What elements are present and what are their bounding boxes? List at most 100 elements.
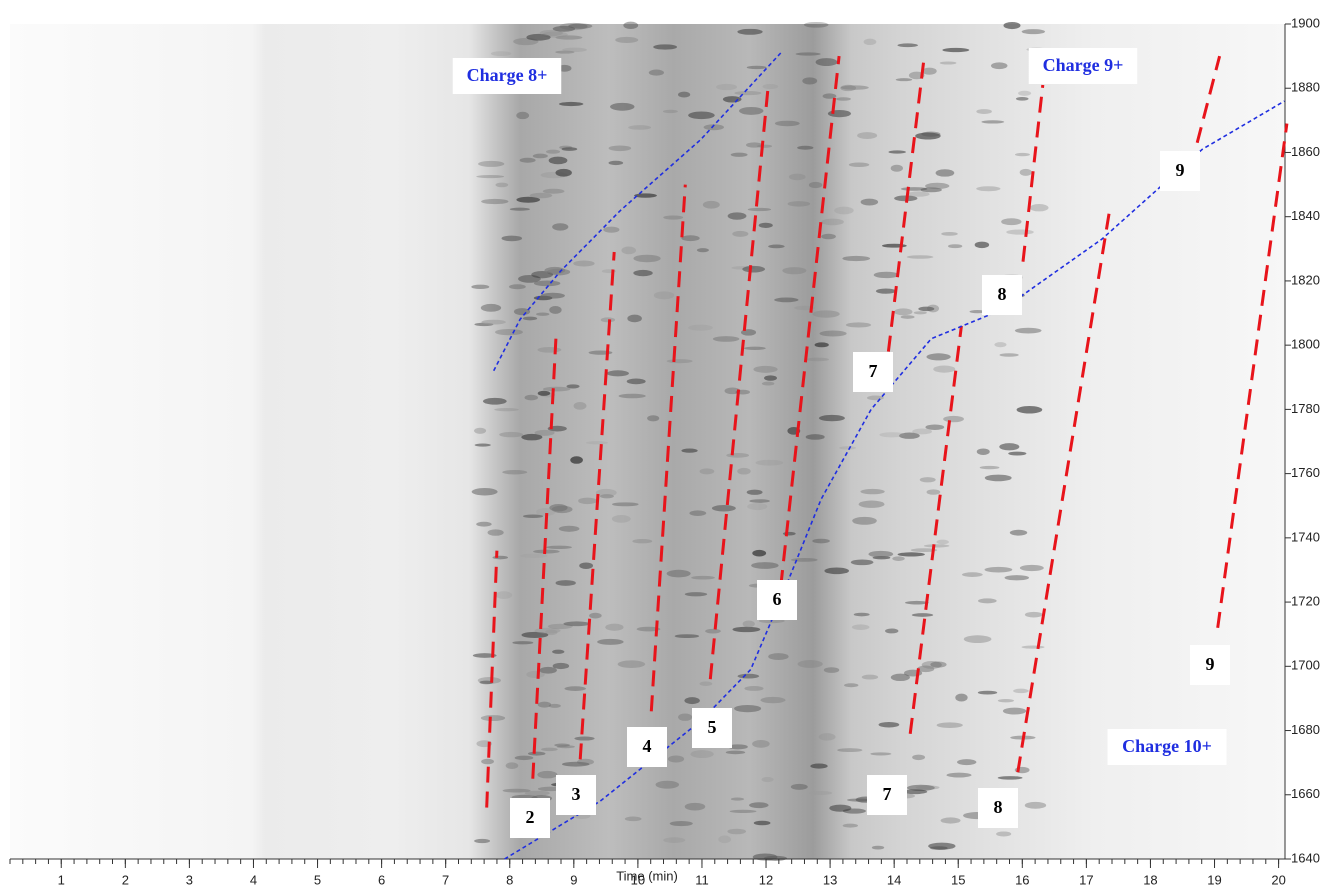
y-tick-label: 1680 xyxy=(1291,722,1320,737)
y-tick-label: 1800 xyxy=(1291,337,1320,352)
gel-spot xyxy=(549,503,568,512)
gel-spot xyxy=(782,267,807,275)
gel-spot xyxy=(834,206,854,215)
gel-spot xyxy=(802,77,818,85)
gel-spot xyxy=(608,145,632,152)
gel-spot xyxy=(928,842,956,850)
gel-spot xyxy=(892,556,905,561)
gel-spot xyxy=(976,186,1001,192)
annotation-box xyxy=(556,775,596,815)
gel-spot xyxy=(1019,564,1044,572)
gel-spot xyxy=(490,51,512,57)
gel-spot xyxy=(547,623,573,630)
gel-spot xyxy=(737,673,760,679)
gel-spot xyxy=(663,215,684,220)
gel-spot xyxy=(678,713,693,721)
gel-spot xyxy=(724,387,741,395)
x-tick-label: 13 xyxy=(823,872,837,887)
gel-spot xyxy=(519,553,548,558)
x-tick-label: 11 xyxy=(695,872,709,887)
series-line xyxy=(1021,84,1045,262)
gel-spot xyxy=(541,747,558,752)
gel-spot xyxy=(561,147,578,151)
gel-spot xyxy=(474,443,491,447)
x-tick-label: 1 xyxy=(58,872,65,887)
gel-spot xyxy=(480,303,502,312)
gel-spot xyxy=(495,182,509,188)
gel-spot xyxy=(860,198,879,206)
gel-spot xyxy=(542,386,571,392)
annotation: 7 xyxy=(869,361,878,381)
gel-spot xyxy=(747,502,768,511)
gel-spot xyxy=(844,683,859,688)
gel-spot xyxy=(1021,29,1046,35)
gel-spot xyxy=(655,780,680,789)
gel-spot xyxy=(897,43,918,48)
gel-spot xyxy=(878,721,900,728)
gel-spot xyxy=(974,241,990,249)
annotation-box xyxy=(692,708,732,748)
x-axis-label: Time (min) xyxy=(616,868,678,883)
gel-spot xyxy=(768,653,789,661)
gel-spot xyxy=(753,365,778,373)
gel-spot xyxy=(1014,152,1030,157)
annotation-box xyxy=(982,275,1022,315)
gel-spot xyxy=(480,715,506,722)
gel-spot xyxy=(751,562,779,569)
gel-spot xyxy=(963,635,992,644)
gel-spot xyxy=(732,230,749,237)
gel-spot xyxy=(514,755,534,761)
gel-spot xyxy=(573,260,595,267)
x-tick-label: 2 xyxy=(122,872,129,887)
x-tick-label: 16 xyxy=(1015,872,1029,887)
gel-spot xyxy=(984,474,1012,482)
gel-spot xyxy=(573,401,587,410)
gel-spot xyxy=(611,502,639,507)
gel-spot xyxy=(632,539,653,544)
gel-spot xyxy=(819,330,847,337)
gel-spot xyxy=(495,591,513,599)
gel-spot xyxy=(688,111,715,120)
gel-spot xyxy=(509,284,526,290)
gel-spot xyxy=(812,538,830,544)
x-tick-label: 9 xyxy=(570,872,577,887)
gel-spot xyxy=(984,566,1013,573)
gel-spot xyxy=(539,666,557,674)
gel-spot xyxy=(868,550,894,558)
gel-spot xyxy=(534,429,555,436)
gel-spot xyxy=(808,181,823,189)
gel-spot xyxy=(842,808,866,814)
gel-spot xyxy=(684,802,706,811)
gel-spot xyxy=(752,549,767,557)
gel-spot xyxy=(533,280,561,287)
y-tick-label: 1820 xyxy=(1291,272,1320,287)
gel-spot xyxy=(742,620,755,628)
gel-spot xyxy=(727,828,747,835)
x-tick-label: 15 xyxy=(951,872,965,887)
y-tick-label: 1880 xyxy=(1291,80,1320,95)
gel-spot xyxy=(562,47,587,53)
annotation: 4 xyxy=(643,736,652,756)
annotation-box xyxy=(452,58,562,94)
gel-spot xyxy=(691,575,715,580)
gel-spot xyxy=(666,569,691,578)
gel-spot xyxy=(595,488,617,497)
gel-spot xyxy=(540,292,565,299)
gel-spot xyxy=(818,733,836,741)
gel-spot xyxy=(666,359,693,364)
gel-spot xyxy=(653,44,678,50)
gel-spot xyxy=(555,168,572,177)
y-tick-label: 1760 xyxy=(1291,465,1320,480)
gel-spot xyxy=(907,191,930,197)
gel-spot xyxy=(727,744,748,750)
annotation: 2 xyxy=(526,807,535,827)
gel-spot xyxy=(537,701,552,708)
annotation-box xyxy=(867,775,907,815)
gel-spot xyxy=(746,489,763,495)
annotation-box xyxy=(978,788,1018,828)
series-line xyxy=(908,325,963,734)
gel-spot xyxy=(678,91,691,98)
gel-spot xyxy=(852,516,877,525)
gel-spot xyxy=(822,93,837,99)
gel-spot xyxy=(762,84,779,90)
